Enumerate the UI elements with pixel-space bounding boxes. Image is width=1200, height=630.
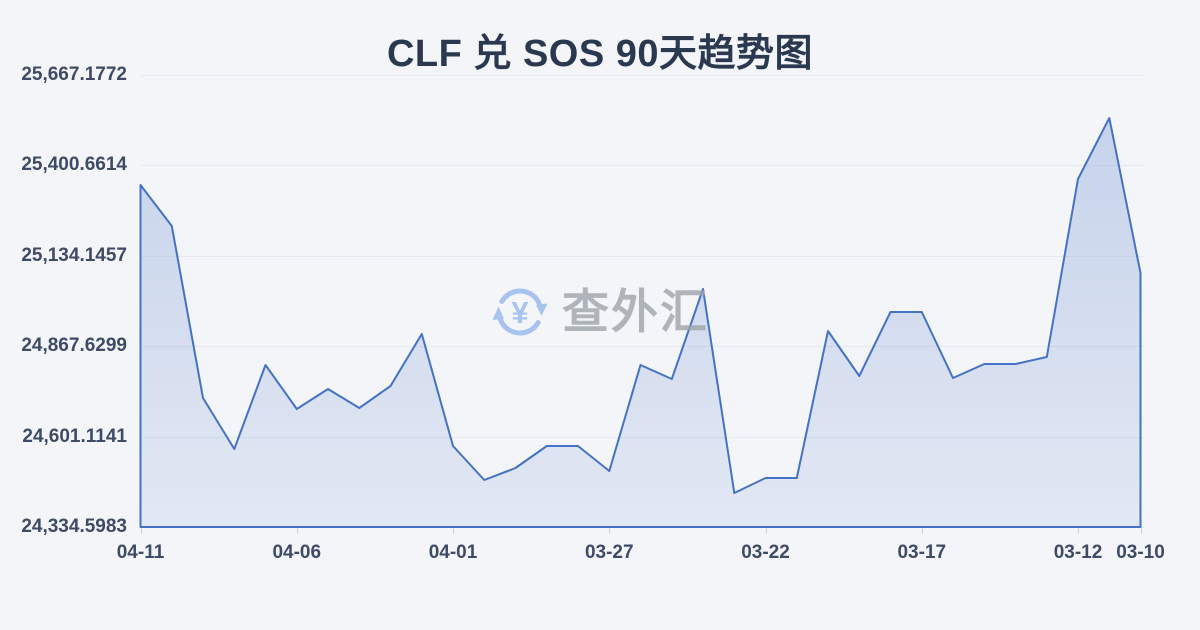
chart-title: CLF 兑 SOS 90天趋势图: [386, 33, 814, 75]
x-axis-label: 04-11: [116, 542, 165, 563]
x-axis-label: 03-22: [741, 542, 790, 563]
x-axis-label: 04-06: [272, 542, 322, 563]
trend-area-series[interactable]: [139, 117, 1142, 528]
y-axis-label: 24,867.6299: [21, 335, 127, 357]
y-axis-label: 24,601.1141: [22, 425, 127, 447]
x-axis-label: 03-12: [1053, 542, 1103, 563]
y-axis-label: 25,667.1772: [21, 64, 127, 85]
y-axis-label: 24,334.5983: [21, 516, 127, 537]
y-axis-label: 25,400.6614: [21, 154, 127, 176]
x-axis-label: 04-01: [428, 542, 478, 563]
x-axis-label: 03-10: [1116, 542, 1165, 563]
x-axis-label: 03-27: [584, 542, 634, 563]
y-axis-label: 25,134.1457: [21, 244, 127, 266]
x-axis-label: 03-17: [897, 542, 947, 563]
